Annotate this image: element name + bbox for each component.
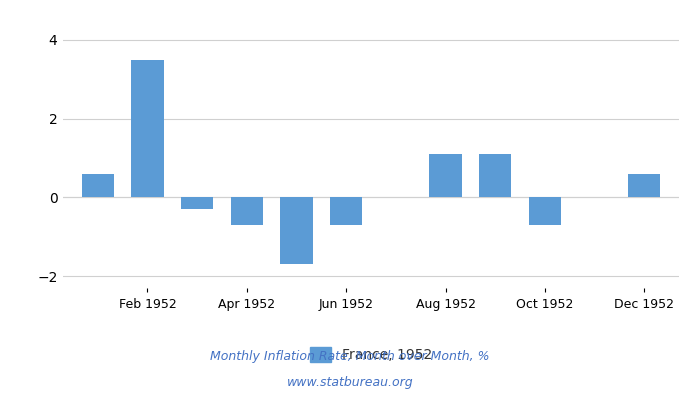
Bar	[479, 154, 511, 197]
Text: www.statbureau.org: www.statbureau.org	[287, 376, 413, 389]
Legend: France, 1952: France, 1952	[304, 342, 438, 368]
Bar	[628, 174, 660, 197]
Bar	[82, 174, 114, 197]
Bar	[231, 197, 263, 225]
Bar	[132, 60, 164, 197]
Bar	[181, 197, 214, 209]
Bar	[330, 197, 363, 225]
Bar	[429, 154, 462, 197]
Bar	[280, 197, 313, 264]
Text: Monthly Inflation Rate, Month over Month, %: Monthly Inflation Rate, Month over Month…	[210, 350, 490, 363]
Bar	[528, 197, 561, 225]
